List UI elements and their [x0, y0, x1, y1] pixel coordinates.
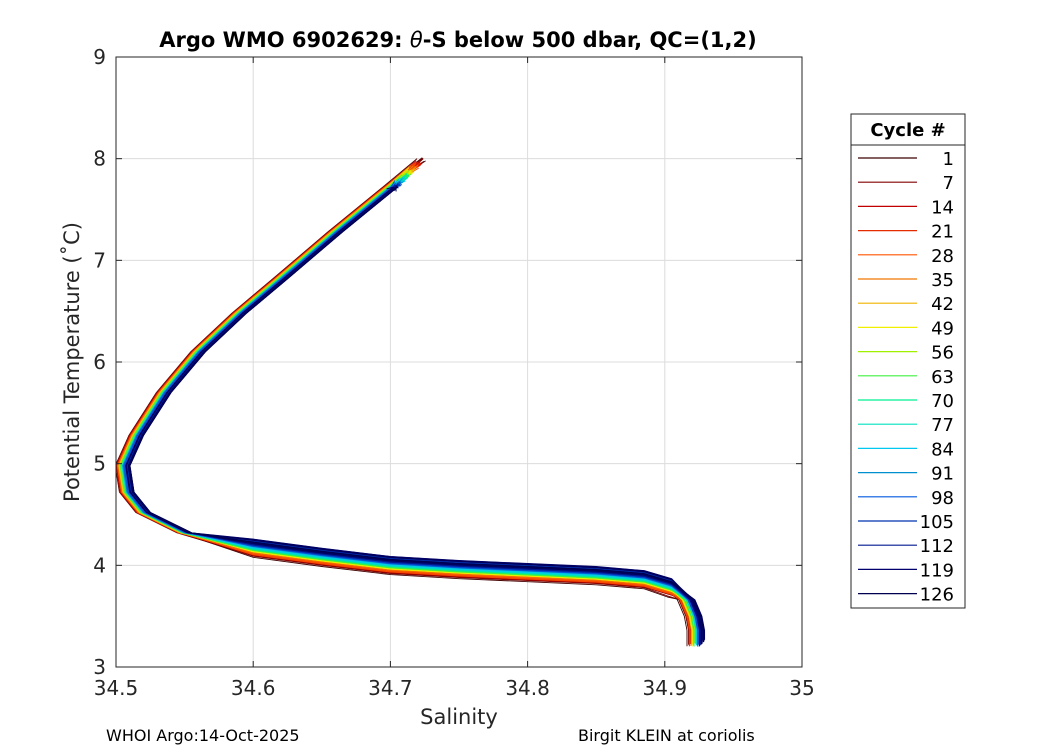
legend-label: 112: [920, 536, 954, 557]
legend-label: 14: [931, 197, 954, 218]
y-tick-label: 7: [93, 248, 106, 272]
legend-label: 21: [931, 222, 954, 243]
legend-label: 84: [931, 439, 954, 460]
legend-box: [850, 113, 966, 609]
legend-label: 98: [931, 488, 954, 509]
legend-label: 63: [931, 367, 954, 388]
series-group: [116, 157, 706, 647]
legend-label: 56: [931, 343, 954, 364]
x-axis-label: Salinity: [420, 705, 498, 729]
y-tick-label: 8: [93, 147, 106, 171]
x-tick-labels: 34.5 34.6 34.7 34.8 34.9 35: [94, 676, 815, 700]
y-tick-labels: 3 4 5 6 7 8 9: [93, 45, 106, 679]
x-tick-label: 34.9: [643, 676, 688, 700]
x-tick-label: 34.6: [231, 676, 276, 700]
legend-label: 91: [931, 464, 954, 485]
legend-label: 28: [931, 246, 954, 267]
grid-lines: [115, 56, 803, 668]
y-tick-label: 9: [93, 45, 106, 69]
tick-marks: [115, 56, 803, 668]
footer-left: WHOI Argo:14-Oct-2025: [106, 726, 300, 745]
title-prefix: Argo WMO 6902629:: [159, 28, 410, 52]
legend-label: 49: [931, 318, 954, 339]
legend-label: 105: [920, 512, 954, 533]
legend-title: Cycle #: [870, 120, 945, 141]
legend-items: 1 7 14 21 28 35 42 49 56 63 70 77 84 91 98 105 112 119 126: [858, 149, 954, 606]
footer-right: Birgit KLEIN at coriolis: [578, 726, 755, 745]
title-suffix: -S below 500 dbar, QC=(1,2): [423, 28, 757, 52]
legend-label: 77: [931, 415, 954, 436]
y-axis-label: Potential Temperature (˚C): [60, 222, 84, 502]
y-tick-label: 4: [93, 553, 106, 577]
legend-label: 119: [920, 560, 954, 581]
legend-label: 70: [931, 391, 954, 412]
chart-title: Argo WMO 6902629: θ-S below 500 dbar, QC…: [159, 28, 756, 52]
profile-line: [129, 186, 705, 642]
y-tick-label: 6: [93, 350, 106, 374]
x-tick-label: 34.8: [505, 676, 550, 700]
title-theta: θ: [410, 28, 423, 52]
legend-label: 35: [931, 270, 954, 291]
legend-label: 1: [943, 149, 954, 170]
x-tick-label: 35: [789, 676, 814, 700]
legend-label: 126: [920, 585, 954, 606]
y-tick-label: 3: [93, 655, 106, 679]
profile-line: [128, 186, 704, 643]
plot-area: 34.5 34.6 34.7 34.8 34.9 35 3 4 5 6 7 8 9: [93, 45, 814, 700]
x-tick-label: 34.7: [368, 676, 413, 700]
x-tick-label: 34.5: [94, 676, 139, 700]
y-tick-label: 5: [93, 452, 106, 476]
legend-label: 42: [931, 294, 954, 315]
legend-label: 7: [943, 173, 954, 194]
legend: Cycle # 17142128354249566370778491981051…: [850, 113, 966, 609]
